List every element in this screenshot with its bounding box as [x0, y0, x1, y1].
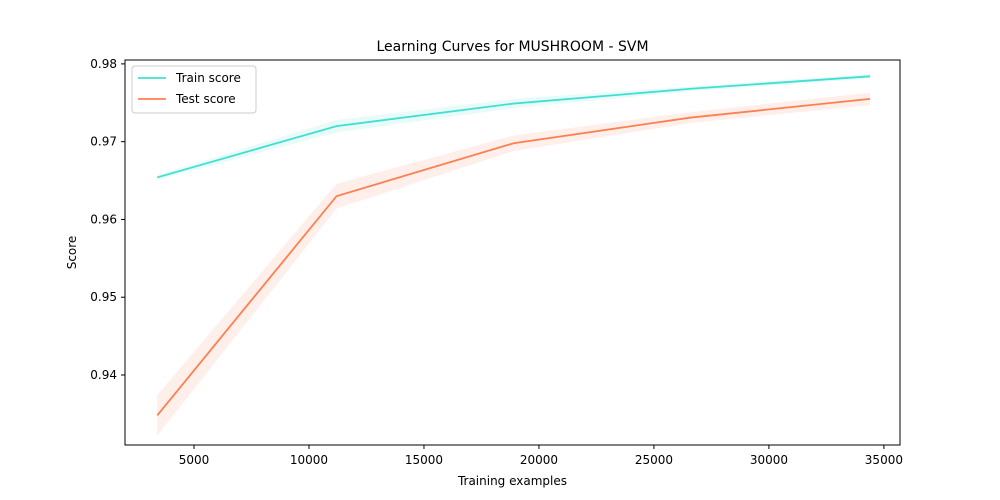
legend-label-test: Test score [175, 92, 236, 106]
x-tick-label: 5000 [179, 453, 210, 467]
x-axis-label: Training examples [457, 474, 567, 488]
x-axis-ticks: 5000 10000 15000 20000 25000 30000 35000 [179, 445, 903, 467]
x-tick-label: 30000 [750, 453, 788, 467]
chart-title: Learning Curves for MUSHROOM - SVM [376, 39, 648, 55]
line-train [156, 75, 871, 179]
band-train [157, 74, 871, 180]
legend-label-train: Train score [175, 71, 241, 85]
plot-frame [124, 59, 901, 446]
y-tick-label: 0.96 [90, 212, 117, 226]
y-tick-label: 0.95 [90, 290, 117, 304]
y-axis-label: Score [65, 236, 79, 270]
x-tick-label: 10000 [290, 453, 328, 467]
x-tick-label: 20000 [520, 453, 558, 467]
x-tick-label: 25000 [635, 453, 673, 467]
series-lines [156, 75, 871, 417]
y-tick-label: 0.97 [90, 135, 117, 149]
confidence-bands [157, 74, 871, 436]
x-tick-label: 15000 [405, 453, 443, 467]
legend: Train score Test score [131, 65, 257, 114]
y-tick-label: 0.94 [90, 368, 117, 382]
x-tick-label: 35000 [865, 453, 903, 467]
y-axis-ticks: 0.94 0.95 0.96 0.97 0.98 [90, 57, 125, 382]
y-tick-label: 0.98 [90, 57, 117, 71]
